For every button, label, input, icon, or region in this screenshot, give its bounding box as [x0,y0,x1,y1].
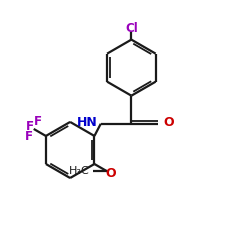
Text: O: O [163,116,174,129]
Text: O: O [105,167,116,180]
Text: F: F [34,114,42,128]
Text: F: F [26,120,34,133]
Text: Cl: Cl [125,22,138,36]
Text: H₃C: H₃C [69,166,89,176]
Text: HN: HN [77,116,98,129]
Text: F: F [24,130,32,143]
